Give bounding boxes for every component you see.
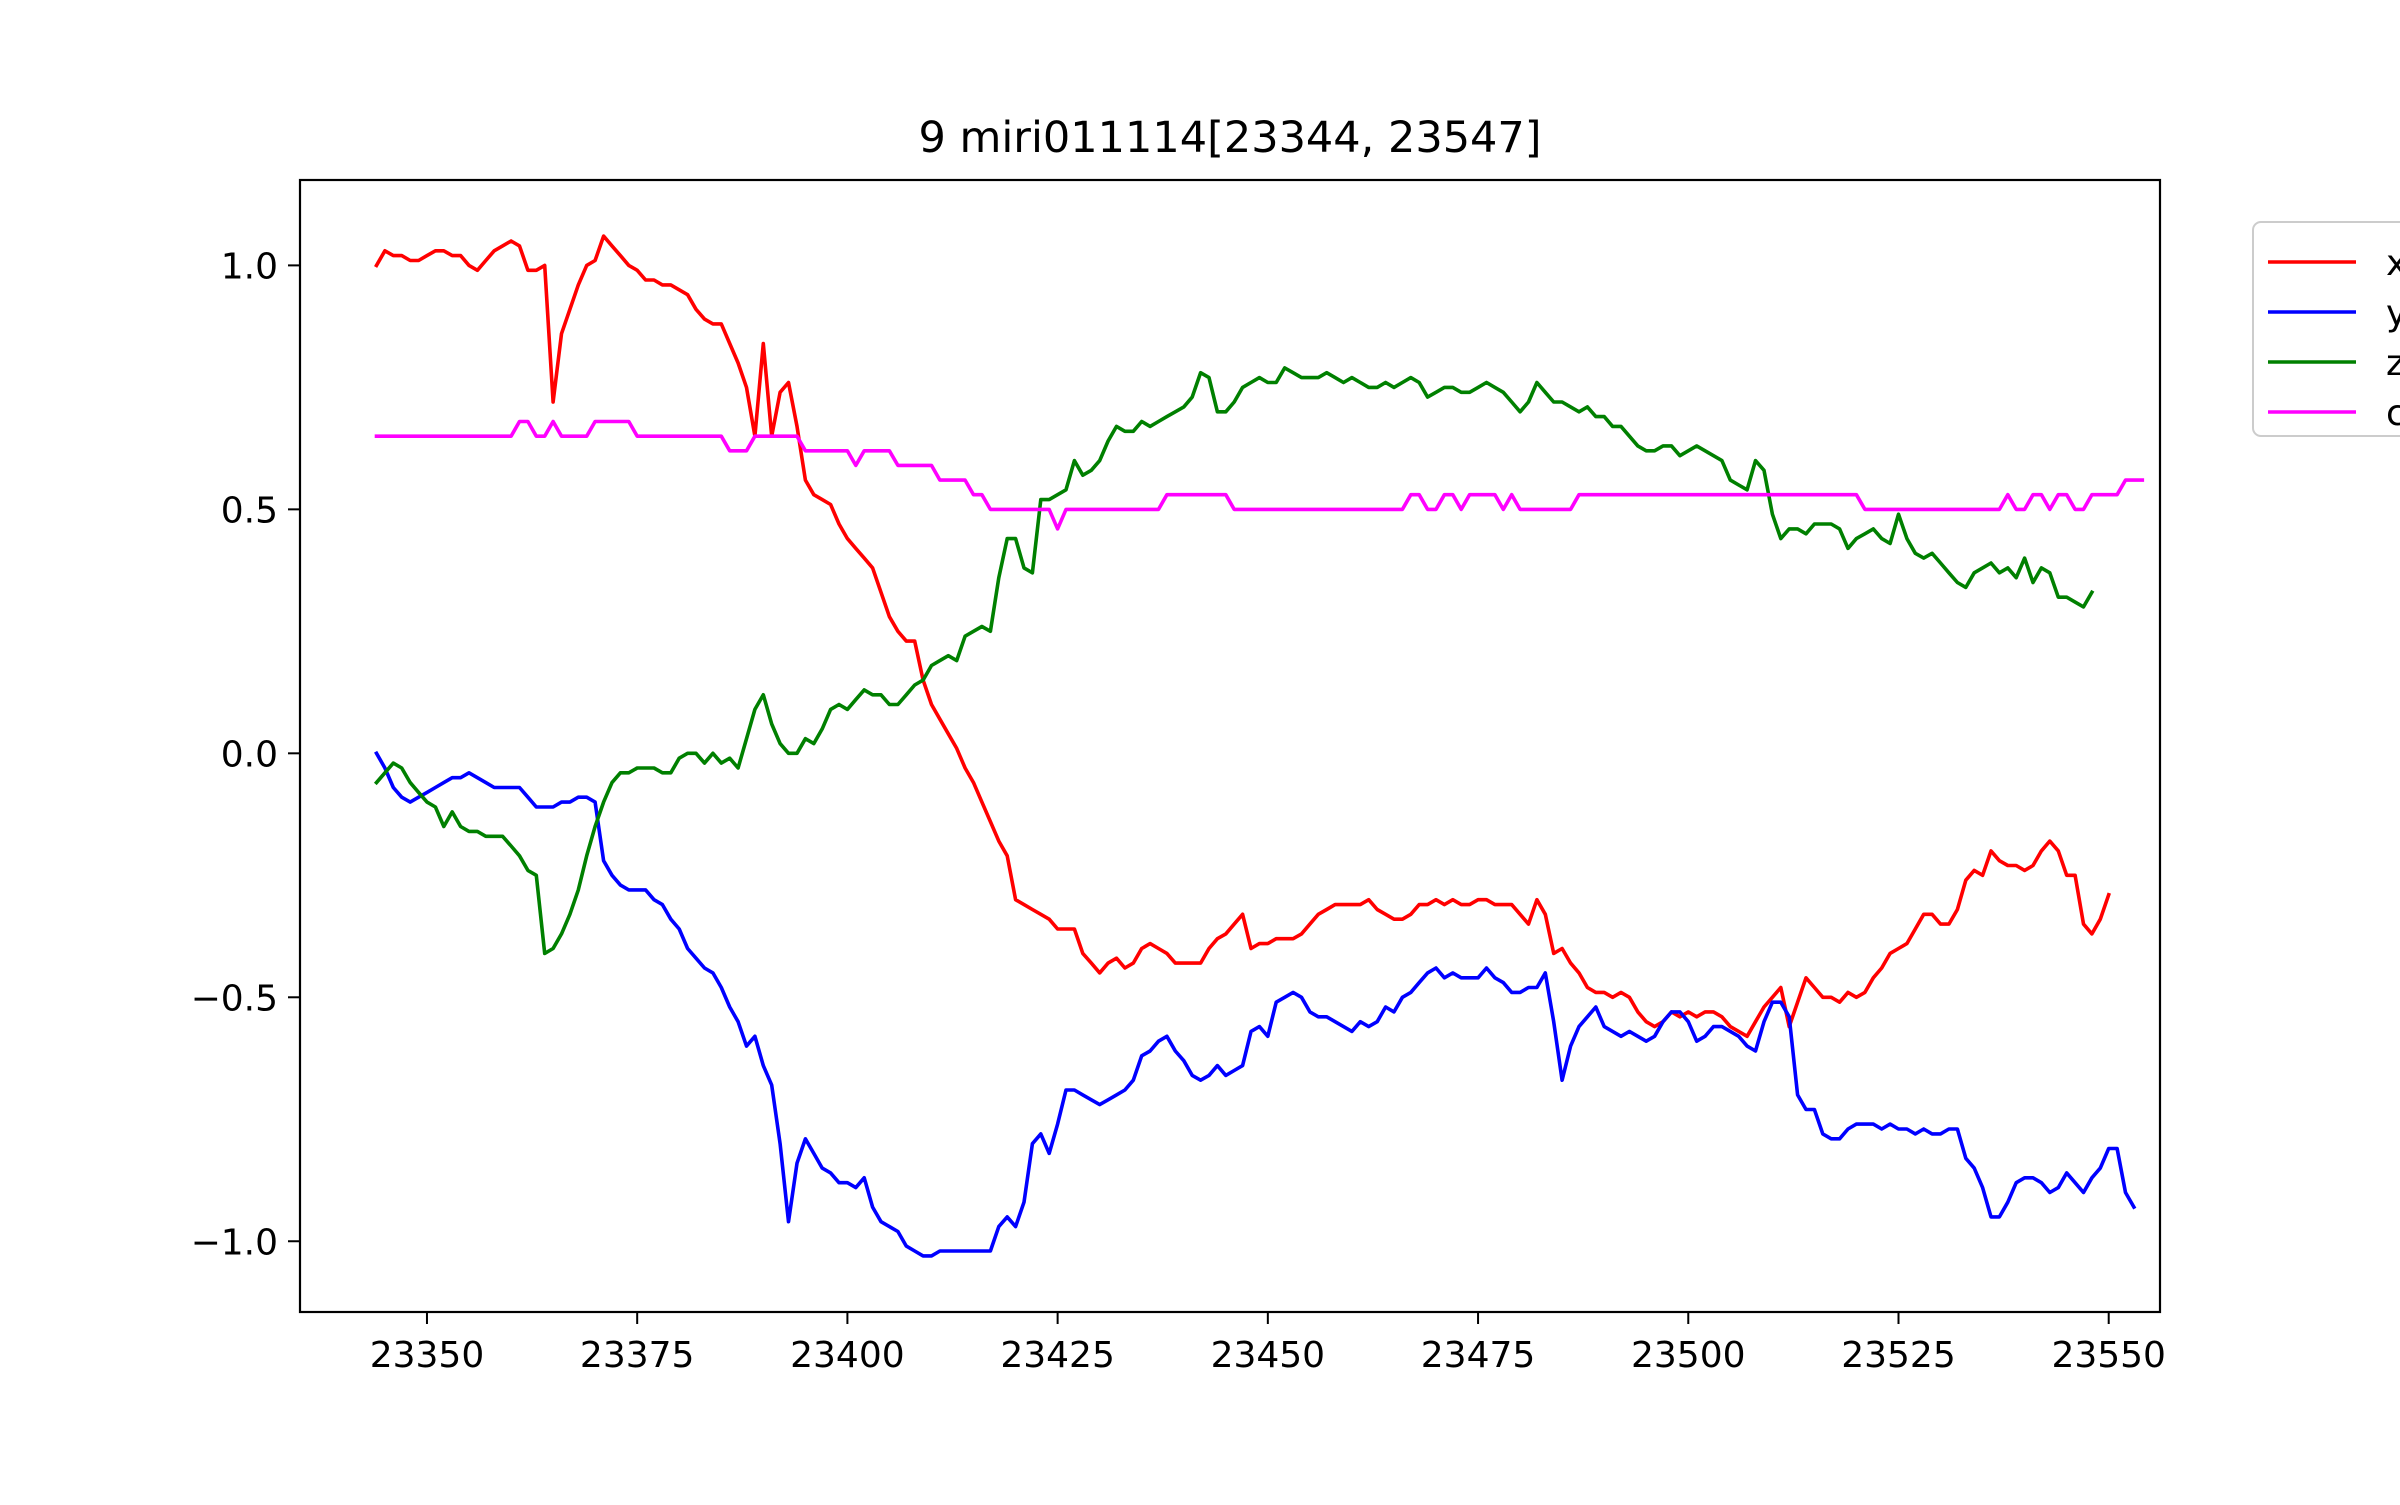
x-tick-label: 23400 (790, 1335, 905, 1376)
y-tick-label: 1.0 (221, 246, 278, 287)
y-tick-label: 0.5 (221, 490, 278, 531)
legend-label-c: c (2386, 393, 2400, 434)
x-tick-label: 23375 (580, 1335, 695, 1376)
x-tick-label: 23550 (2051, 1335, 2166, 1376)
legend-box (2252, 221, 2400, 437)
x-tick-label: 23350 (370, 1335, 485, 1376)
x-tick-label: 23450 (1211, 1335, 1326, 1376)
y-tick-label: −1.0 (191, 1222, 278, 1263)
y-tick-label: −0.5 (191, 978, 278, 1019)
series-line-x (374, 234, 2111, 1039)
series-line-z (373, 366, 2095, 956)
y-axis: −1.0 −0.5 0.0 0.5 1.0 (191, 246, 300, 1263)
chart-title: 9 miri011114[23344, 23547] (918, 113, 1541, 163)
x-tick-label: 23500 (1631, 1335, 1746, 1376)
x-tick-label: 23475 (1421, 1335, 1536, 1376)
legend-label-z: z (2386, 343, 2400, 384)
series-layer (373, 234, 2145, 1258)
y-tick-label: 0.0 (221, 734, 278, 775)
x-axis: 23350 23375 23400 23425 23450 23475 23500 23525… (370, 1312, 2166, 1376)
legend-label-y: y (2386, 293, 2400, 334)
plot-frame (298, 178, 2162, 1314)
legend-label-x: x (2386, 243, 2400, 284)
series-line-c (374, 419, 2145, 531)
x-tick-label: 23425 (1000, 1335, 1115, 1376)
x-tick-label: 23525 (1841, 1335, 1956, 1376)
series-line-y (374, 750, 2137, 1258)
